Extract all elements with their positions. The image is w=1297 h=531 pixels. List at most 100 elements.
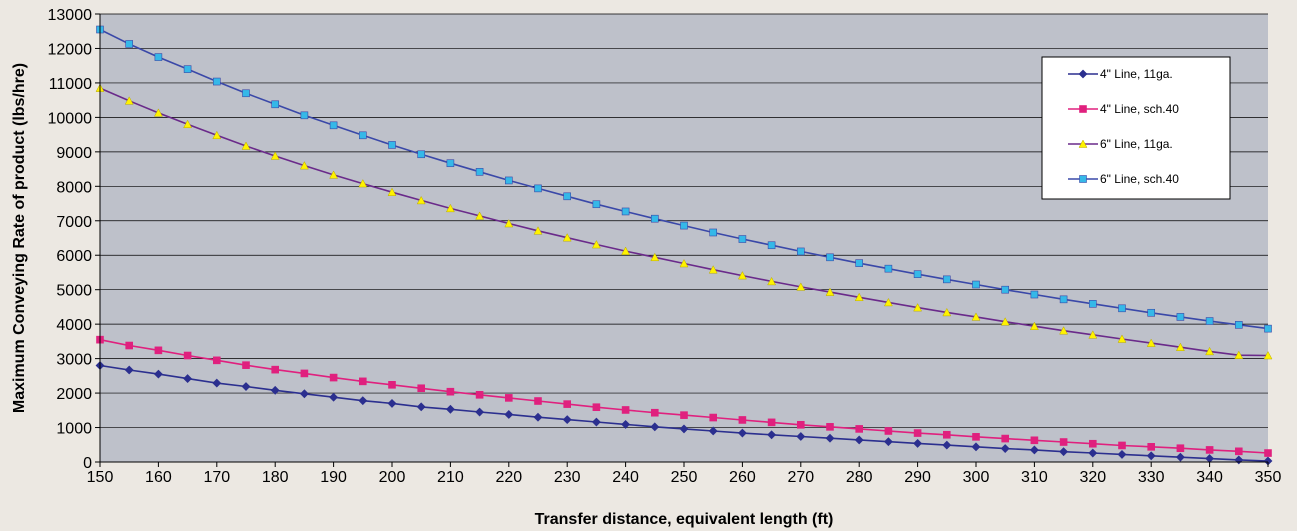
x-tick-label: 260	[729, 469, 756, 486]
y-tick-label: 12000	[48, 41, 93, 58]
data-point	[242, 361, 250, 369]
data-point	[183, 119, 193, 129]
data-point	[709, 413, 718, 422]
x-tick-label: 210	[437, 469, 464, 486]
data-point	[329, 121, 338, 130]
data-point	[621, 420, 631, 429]
data-point	[855, 259, 864, 267]
data-point	[1146, 451, 1156, 461]
x-tick-label: 290	[904, 469, 931, 486]
data-point	[1118, 441, 1126, 450]
x-tick-label: 340	[1196, 469, 1223, 486]
data-point	[125, 341, 133, 350]
data-point	[1264, 449, 1272, 457]
data-point	[855, 425, 864, 433]
x-tick-label: 350	[1255, 469, 1282, 486]
data-point	[416, 402, 426, 412]
data-point	[504, 176, 513, 185]
data-point	[125, 40, 133, 48]
data-point	[1088, 330, 1098, 339]
data-point	[826, 423, 834, 431]
data-point	[709, 228, 718, 237]
data-point	[650, 252, 660, 262]
legend-item: 6" Line, sch.40	[1068, 172, 1179, 186]
data-point	[796, 247, 805, 256]
x-axis-title: Transfer distance, equivalent length (ft…	[535, 511, 834, 528]
data-point	[445, 404, 455, 414]
data-point	[387, 187, 397, 196]
data-point	[563, 192, 572, 201]
data-point	[680, 221, 688, 230]
legend-item: 6" Line, 11ga.	[1068, 137, 1173, 151]
data-point	[1264, 324, 1272, 333]
data-point	[1175, 342, 1185, 351]
data-point	[242, 89, 250, 98]
data-point	[124, 96, 134, 105]
data-point	[212, 130, 222, 140]
data-point	[562, 233, 572, 242]
data-point	[241, 382, 251, 391]
data-point	[1088, 448, 1098, 458]
data-point	[1029, 445, 1039, 455]
data-point	[942, 430, 951, 439]
data-point	[1117, 449, 1127, 459]
data-point	[183, 374, 193, 384]
data-point	[767, 241, 776, 250]
data-point	[972, 433, 980, 441]
data-point	[1263, 350, 1273, 360]
data-point	[241, 141, 251, 150]
data-point	[563, 400, 572, 408]
data-point	[942, 307, 952, 317]
data-point	[183, 65, 192, 73]
legend-item: 4" Line, sch.40	[1068, 102, 1179, 116]
data-point	[1030, 290, 1039, 299]
data-point	[913, 303, 923, 312]
data-point	[358, 131, 367, 140]
legend: 4" Line, 11ga. 4" Line, sch.40 6" Line, 11…	[1041, 56, 1231, 200]
data-point	[212, 378, 222, 388]
data-point	[913, 429, 922, 437]
data-point	[1146, 338, 1156, 347]
legend-swatch-marker	[1078, 139, 1088, 148]
x-tick-label: 270	[787, 469, 814, 486]
y-tick-label: 7000	[56, 214, 92, 231]
data-point	[1059, 295, 1068, 304]
data-point	[942, 440, 952, 450]
y-tick-label: 10000	[48, 110, 93, 127]
data-point	[533, 412, 543, 422]
data-point	[446, 159, 455, 168]
data-point	[591, 240, 601, 249]
x-tick-label: 160	[145, 469, 172, 486]
data-point	[884, 264, 893, 273]
data-point	[971, 442, 981, 452]
data-point	[650, 422, 660, 432]
data-point	[1235, 447, 1243, 456]
x-tick-label: 310	[1021, 469, 1048, 486]
data-point	[299, 161, 309, 170]
y-tick-label: 11000	[49, 76, 92, 93]
y-tick-label: 5000	[56, 283, 92, 300]
x-tick-label: 250	[671, 469, 698, 486]
data-point	[1001, 285, 1010, 294]
data-point	[708, 426, 718, 436]
x-tick-label: 230	[554, 469, 581, 486]
y-tick-label: 9000	[56, 145, 92, 162]
y-tick-label: 6000	[56, 248, 92, 265]
data-point	[329, 170, 339, 179]
data-point	[1000, 444, 1010, 453]
data-point	[1235, 321, 1243, 329]
data-point	[475, 211, 485, 220]
data-point	[417, 384, 426, 393]
data-point	[504, 394, 513, 402]
data-point	[271, 365, 280, 374]
data-point	[387, 398, 397, 408]
data-point	[854, 435, 864, 445]
data-point	[796, 282, 806, 291]
y-tick-label: 8000	[56, 179, 92, 196]
data-point	[445, 203, 455, 213]
data-point	[504, 218, 514, 228]
data-point	[738, 235, 747, 243]
data-point	[621, 246, 631, 255]
data-point	[1089, 439, 1097, 448]
